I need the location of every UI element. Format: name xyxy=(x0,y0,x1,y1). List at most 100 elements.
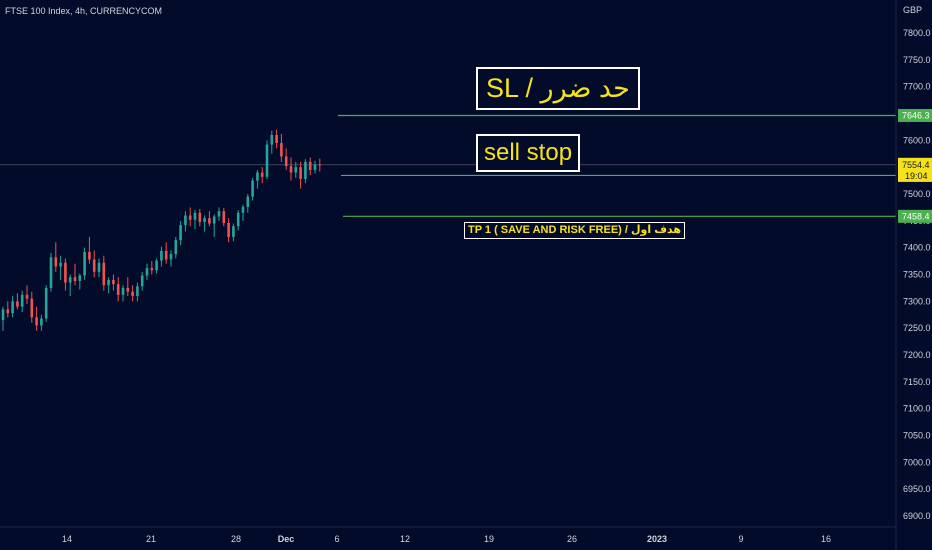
x-tick-label: 6 xyxy=(334,534,339,544)
x-tick-label: 16 xyxy=(821,534,831,544)
current-tag-bg xyxy=(898,157,932,182)
candle-body xyxy=(107,279,110,286)
x-tick-label: 2023 xyxy=(647,534,667,544)
time-axis[interactable]: 14 21 28 Dec 6 12 19 26 2023 9 16 xyxy=(62,534,831,544)
level-price-tag: 7646.3 xyxy=(898,108,932,122)
candle-body xyxy=(174,240,178,255)
tp1-annotation[interactable]: TP 1 ( SAVE AND RISK FREE) / هدف اول xyxy=(464,222,685,239)
candle-body xyxy=(11,301,14,314)
candle xyxy=(88,236,91,264)
y-tick-label: 7300.0 xyxy=(903,296,931,306)
candle xyxy=(174,236,178,259)
candle xyxy=(275,129,278,149)
x-tick-label: 19 xyxy=(484,534,494,544)
candle-body xyxy=(188,215,192,220)
candle xyxy=(35,306,38,331)
candle-body xyxy=(78,275,82,281)
candle-body xyxy=(131,291,134,296)
candle xyxy=(145,263,149,280)
candle-body xyxy=(304,161,307,179)
candle xyxy=(92,250,96,278)
y-tick-label: 7600.0 xyxy=(903,135,931,145)
currency-label: GBP xyxy=(903,5,922,15)
candle-body xyxy=(20,294,24,307)
candle-body xyxy=(68,277,72,283)
level-tag-text: 7646.3 xyxy=(902,110,930,120)
candle xyxy=(112,274,115,291)
y-tick-label: 7400.0 xyxy=(903,243,931,253)
sl-annotation[interactable]: SL / حد ضرر xyxy=(476,67,640,110)
candle-body xyxy=(1,309,5,321)
candle xyxy=(318,158,322,172)
level-lines[interactable] xyxy=(338,114,896,217)
y-tick-label: 7800.0 xyxy=(903,28,931,38)
candle-body xyxy=(92,259,96,272)
candle-body xyxy=(299,167,302,179)
candle-body xyxy=(270,134,274,145)
candle xyxy=(232,223,235,242)
candle-body xyxy=(83,251,86,276)
candle xyxy=(25,285,29,305)
candle-body xyxy=(222,211,226,223)
y-tick-label: 7100.0 xyxy=(903,404,931,414)
x-tick-label: 21 xyxy=(146,534,156,544)
candle-body xyxy=(155,260,158,271)
candle xyxy=(140,271,144,291)
candle-body xyxy=(198,212,202,222)
candle-body xyxy=(145,268,149,276)
candle-body xyxy=(49,257,53,288)
level-tag-text: 7458.4 xyxy=(902,211,930,221)
level-price-tag: 7458.4 xyxy=(898,209,932,223)
candle xyxy=(270,130,274,154)
candle-body xyxy=(136,286,139,296)
candle xyxy=(236,210,240,231)
candle xyxy=(193,210,197,229)
candle-body xyxy=(280,143,283,157)
candle xyxy=(49,253,53,292)
x-tick-label: 9 xyxy=(738,534,743,544)
candle xyxy=(54,242,58,272)
sell-stop-annotation[interactable]: sell stop xyxy=(476,134,581,172)
level-tag-bg xyxy=(898,108,932,122)
candle xyxy=(299,161,302,189)
candle-body xyxy=(35,317,38,326)
candle xyxy=(40,314,43,331)
symbol-title[interactable]: FTSE 100 Index, 4h, CURRENCYCOM xyxy=(5,6,163,16)
candle-body xyxy=(126,287,130,292)
candle xyxy=(155,258,158,274)
candle xyxy=(294,161,298,178)
candle-body xyxy=(203,218,206,222)
candle-body xyxy=(289,166,293,173)
candle xyxy=(222,207,226,227)
candle-body xyxy=(212,216,216,224)
candle-body xyxy=(40,318,43,326)
candle-body xyxy=(184,215,187,226)
candle xyxy=(64,258,67,291)
candle xyxy=(126,277,130,296)
candle xyxy=(313,160,317,174)
countdown-text: 19:04 xyxy=(905,171,928,181)
candle xyxy=(169,250,173,267)
candle-body xyxy=(208,218,211,224)
candle xyxy=(260,167,264,184)
candle-body xyxy=(227,222,230,237)
candle xyxy=(164,242,168,264)
candle-body xyxy=(256,172,259,181)
candle-body xyxy=(73,277,77,281)
candle-body xyxy=(112,279,115,285)
candle xyxy=(107,277,110,294)
x-tick-label: Dec xyxy=(278,534,295,544)
candle xyxy=(227,218,230,243)
candle-body xyxy=(193,212,197,220)
candle xyxy=(1,306,5,331)
candle xyxy=(11,295,14,318)
candle xyxy=(251,177,254,201)
candle xyxy=(30,291,34,323)
candle-body xyxy=(97,262,101,272)
y-tick-label: 7200.0 xyxy=(903,350,931,360)
y-tick-label: 7500.0 xyxy=(903,189,931,199)
candle xyxy=(188,207,192,227)
candle-body xyxy=(308,161,312,170)
